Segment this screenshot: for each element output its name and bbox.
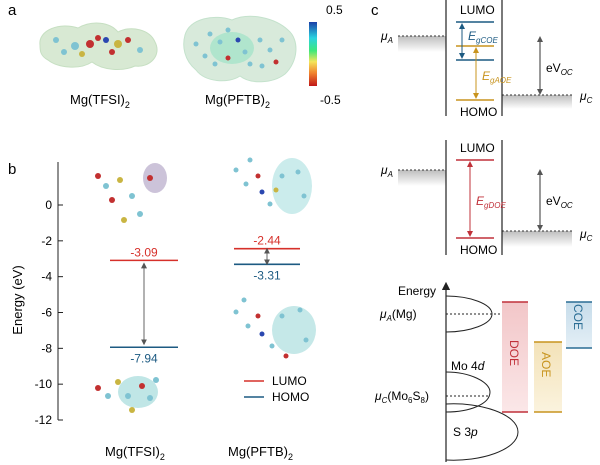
doe-bar (502, 302, 528, 412)
colorbar-max-label: 0.5 (326, 3, 343, 17)
panel-c-bottom-diagram (441, 281, 519, 462)
tfsi-homo-orbital (95, 376, 159, 413)
aoe-bar (534, 342, 562, 412)
y-tick-label: 0 (45, 198, 52, 212)
energy-axis-ticks: 0 -2 -4 -6 -8 -10 -12 (35, 198, 63, 427)
doe-label: DOE (507, 340, 521, 366)
egaoe-label: EgAOE (482, 69, 512, 85)
y-tick-label: -12 (35, 413, 53, 427)
y-tick-label: -8 (41, 341, 52, 355)
top-muc-label: μC (579, 89, 593, 105)
pftb-homo-value: -3.31 (253, 268, 281, 282)
legend-homo-label: HOMO (272, 390, 309, 404)
egdoe-label: EgDOE (476, 194, 506, 210)
s3p-label: S 3p (453, 425, 478, 439)
xlabel-tfsi: Mg(TFSI)2 (105, 444, 165, 462)
muc-mos-label: μC(Mo6S8) (374, 389, 429, 405)
panel-b-label: b (8, 161, 16, 178)
pftb-lumo-orbital (233, 157, 312, 214)
mol2-esp-surface (183, 15, 297, 83)
energy-axis-label: Energy (eV) (10, 265, 25, 334)
middle-muc-label: μC (579, 227, 593, 243)
energy-label: Energy (398, 284, 436, 298)
mol2-caption: Mg(PFTB)2 (205, 92, 270, 110)
tfsi-homo-value: -7.94 (130, 351, 158, 365)
panel-c-middle-diagram (398, 140, 572, 255)
aoe-label: AOE (539, 352, 553, 377)
top-lumo-label: LUMO (460, 3, 495, 17)
esp-colorbar (309, 22, 317, 86)
xlabel-pftb: Mg(PFTB)2 (228, 444, 293, 462)
middle-mua-label: μA (380, 163, 393, 179)
legend-lumo-label: LUMO (272, 374, 307, 388)
egcoe-label: EgCOE (468, 29, 498, 45)
middle-lumo-label: LUMO (460, 141, 495, 155)
y-tick-label: -4 (41, 270, 52, 284)
tfsi-lumo-value: -3.09 (130, 245, 158, 259)
panel-c-label: c (371, 2, 379, 19)
tfsi-lumo-orbital (95, 163, 167, 223)
mua-mg-label: μA(Mg) (379, 307, 417, 323)
panel-c-top-diagram (398, 0, 572, 116)
y-tick-label: -10 (35, 377, 53, 391)
top-evoc-label: eVOC (546, 61, 573, 77)
mo4d-label: Mo 4d (451, 359, 485, 373)
top-homo-label: HOMO (460, 105, 497, 119)
middle-homo-label: HOMO (460, 243, 497, 257)
mol1-caption: Mg(TFSI)2 (70, 92, 130, 110)
coe-bar (566, 302, 592, 348)
middle-evoc-label: eVOC (546, 194, 573, 210)
pftb-homo-orbital (233, 297, 316, 359)
colorbar-min-label: -0.5 (320, 93, 341, 107)
panel-a-label: a (8, 2, 17, 19)
mol1-esp-surface (39, 22, 158, 70)
y-tick-label: -2 (41, 234, 52, 248)
y-tick-label: -6 (41, 306, 52, 320)
pftb-lumo-value: -2.44 (253, 234, 281, 248)
top-mua-label: μA (380, 29, 393, 45)
coe-label: COE (571, 304, 585, 330)
